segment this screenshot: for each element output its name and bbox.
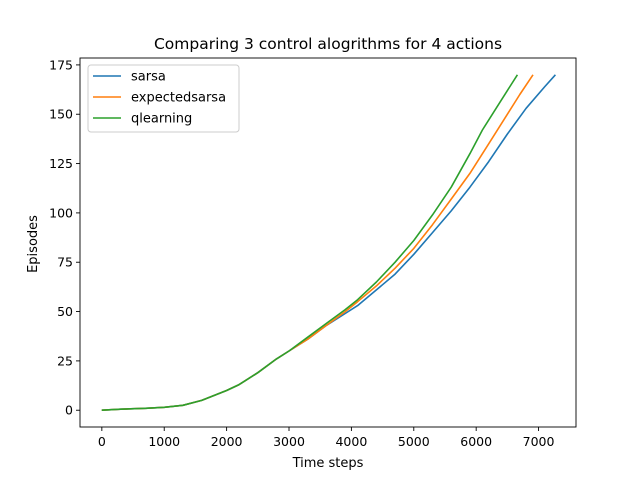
x-tick-label: 4000	[335, 434, 367, 449]
legend-box	[87, 64, 240, 133]
y-tick-label: 25	[57, 353, 73, 368]
x-tick-label: 3000	[273, 434, 305, 449]
legend-label-sarsa: sarsa	[131, 70, 166, 85]
legend-label-qlearning: qlearning	[131, 112, 192, 127]
series-line-qlearning	[101, 74, 519, 411]
y-tick-label: 100	[49, 205, 73, 220]
y-tick-label: 0	[65, 403, 73, 418]
series-layer	[101, 74, 556, 411]
x-tick-label: 1000	[148, 434, 180, 449]
y-tick-label: 125	[49, 156, 73, 171]
y-axis-label: Episodes	[26, 215, 41, 273]
axes-frame	[79, 57, 577, 428]
x-tick-label: 5000	[398, 434, 430, 449]
x-axis-label: Time steps	[292, 456, 364, 471]
axes-layer: 0 1000 2000 3000 4000 5000 6000 7000 0 25 50 75 100 1…	[49, 57, 577, 449]
chart-title: Comparing 3 control alogrithms for 4 act…	[154, 35, 502, 53]
legend-label-expectedsarsa: expectedsarsa	[131, 91, 226, 106]
x-tick-label: 0	[98, 434, 106, 449]
x-tick-label: 2000	[211, 434, 243, 449]
x-tick-label: 6000	[460, 434, 492, 449]
x-tick-label: 7000	[523, 434, 555, 449]
y-tick-label: 175	[49, 57, 73, 72]
y-tick-label: 150	[49, 107, 73, 122]
legend: sarsa expectedsarsa qlearning	[87, 64, 240, 133]
y-tick-label: 50	[57, 304, 73, 319]
y-tick-label: 75	[57, 255, 73, 270]
